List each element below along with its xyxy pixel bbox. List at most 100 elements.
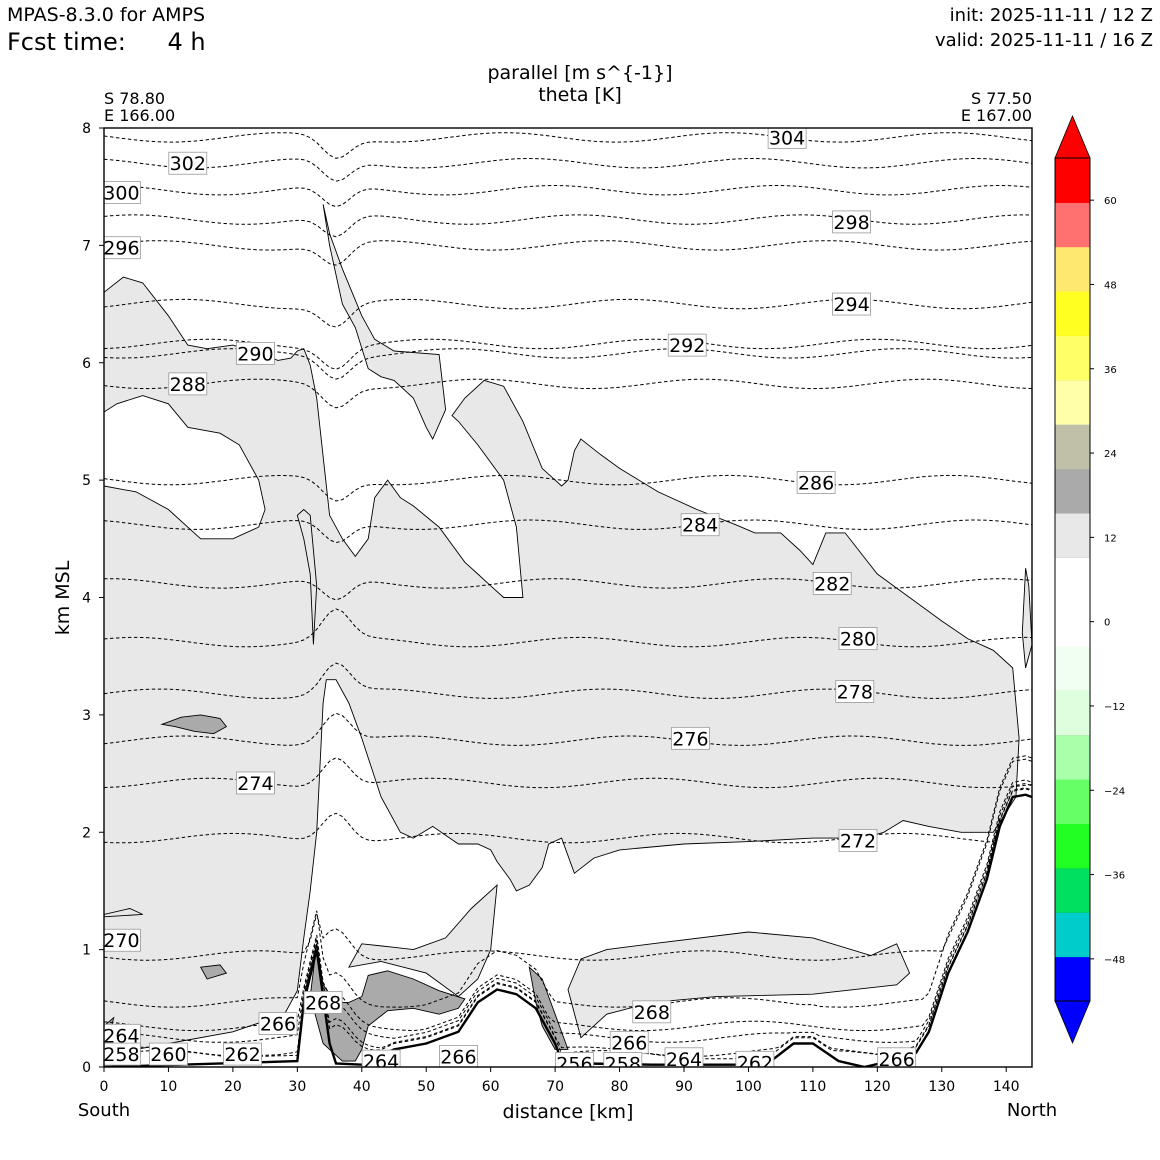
theta-label-box	[223, 1042, 262, 1066]
theta-label-296: 296	[103, 236, 141, 260]
wind-region-7	[199, 964, 228, 980]
x-tick-label: 60	[482, 1079, 500, 1095]
theta-label-text: 280	[840, 629, 876, 651]
theta-contour-296	[104, 240, 1032, 266]
colorbar-tick-label: −36	[1104, 871, 1125, 882]
theta-label-text: 294	[833, 294, 869, 316]
theta-label-text: 286	[798, 472, 834, 494]
colorbar-under-arrow	[1054, 1000, 1091, 1045]
theta-label-text: 258	[605, 1053, 641, 1075]
theta-label-264: 264	[361, 1049, 401, 1067]
y-tick-label: 0	[82, 1060, 91, 1076]
theta-label-text: 260	[150, 1044, 186, 1066]
colorbar-tick-label: 12	[1104, 533, 1117, 544]
x-axis-label: distance [km]	[503, 1101, 634, 1123]
theta-label-text: 274	[237, 773, 273, 795]
theta-contour-282	[104, 578, 1032, 601]
theta-label-292: 292	[667, 333, 707, 357]
x-tick-label: 30	[288, 1079, 306, 1095]
theta-label-text: 266	[260, 1014, 296, 1036]
colorbar-tick-label: 24	[1104, 449, 1117, 460]
north-label: North	[1007, 1100, 1057, 1121]
colorbar-segment	[1055, 246, 1090, 292]
theta-label-text: 292	[669, 335, 705, 357]
theta-label-258: 258	[603, 1052, 643, 1075]
theta-label-290: 290	[236, 341, 275, 365]
theta-label-266: 266	[609, 1030, 649, 1054]
colorbar-over-arrow	[1054, 114, 1091, 159]
end-longitude: E 167.00	[961, 106, 1032, 125]
colorbar-segment	[1055, 291, 1090, 336]
theta-label-box	[838, 829, 878, 852]
x-tick-label: 40	[353, 1079, 371, 1095]
forecast-time: Fcst time: 4 h	[7, 28, 206, 56]
colorbar-tick-label: 60	[1104, 196, 1117, 207]
theta-label-box	[735, 1050, 775, 1067]
theta-label-256: 256	[555, 1052, 594, 1067]
theta-label-text: 266	[611, 1032, 647, 1054]
theta-label-text: 262	[737, 1052, 773, 1074]
theta-label-box	[104, 928, 141, 952]
theta-label-text: 264	[666, 1049, 702, 1071]
theta-label-298: 298	[832, 210, 871, 234]
theta-label-302: 302	[168, 151, 208, 175]
colorbar-tick-label: 0	[1104, 618, 1110, 629]
theta-label-box	[104, 181, 141, 204]
theta-contour-298	[104, 214, 1032, 238]
theta-label-294: 294	[832, 292, 871, 316]
theta-label-text: 272	[840, 830, 876, 852]
theta-label-274: 274	[236, 771, 275, 795]
colorbar-segment	[1055, 690, 1090, 736]
colorbar-tick-label: −12	[1104, 702, 1125, 713]
colorbar-segment	[1055, 335, 1090, 381]
theta-contour-286	[104, 474, 1032, 502]
theta-label-box	[104, 236, 141, 260]
theta-contour-284	[104, 519, 1032, 544]
south-label: South	[78, 1100, 130, 1121]
theta-label-box	[236, 341, 275, 365]
x-tick-label: 20	[224, 1079, 242, 1095]
forecast-time-value: 4 h	[167, 28, 206, 56]
theta-label-box	[832, 292, 871, 316]
y-axis-label: km MSL	[52, 560, 74, 635]
colorbar-tick-label: 36	[1104, 365, 1117, 376]
theta-label-260: 260	[149, 1042, 188, 1066]
theta-contour-276	[104, 712, 1032, 746]
theta-label-box	[796, 471, 836, 494]
theta-label-text: 290	[237, 343, 273, 365]
theta-label-text: 304	[769, 127, 805, 149]
x-axis-ticks: 0 10 20 30 40 50 60 70 80 90 100 110 120 130 140	[100, 1067, 1020, 1095]
valid-time: valid: 2025-11-11 / 16 Z	[935, 30, 1153, 51]
theta-label-box	[671, 726, 710, 750]
x-tick-label: 110	[800, 1079, 827, 1095]
theta-label-box	[104, 1042, 141, 1066]
theta-label-text: 296	[103, 238, 139, 260]
theta-label-262: 262	[223, 1042, 262, 1066]
theta-label-box	[632, 1000, 672, 1024]
theta-label-box	[258, 1012, 298, 1035]
theta-label-276: 276	[671, 726, 710, 750]
theta-contour-264	[104, 782, 1032, 1043]
theta-label-box	[236, 771, 275, 795]
wind-region-5	[1021, 568, 1032, 669]
x-tick-label: 130	[928, 1079, 955, 1095]
theta-label-300: 300	[104, 181, 141, 205]
theta-label-288: 288	[168, 372, 208, 396]
theta-label-284: 284	[680, 513, 720, 537]
x-tick-label: 70	[546, 1079, 564, 1095]
theta-contour-300	[104, 184, 1032, 208]
theta-label-266: 266	[877, 1047, 917, 1067]
theta-contour-278	[104, 662, 1032, 699]
theta-label-box	[168, 372, 208, 396]
x-tick-label: 140	[993, 1079, 1020, 1095]
theta-contour-290	[104, 348, 1032, 380]
x-tick-label: 0	[100, 1079, 109, 1095]
colorbar-segment	[1055, 779, 1090, 825]
colorbar-frame	[1054, 157, 1091, 1002]
colorbar-segment	[1055, 734, 1090, 780]
colorbar-tick-label: −48	[1104, 955, 1125, 966]
y-axis-ticks: 0 1 2 3 4 5 6 7 8	[82, 121, 104, 1076]
chart-title-line2: theta [K]	[538, 84, 622, 106]
theta-label-282: 282	[812, 572, 852, 595]
theta-label-text: 276	[672, 728, 708, 750]
